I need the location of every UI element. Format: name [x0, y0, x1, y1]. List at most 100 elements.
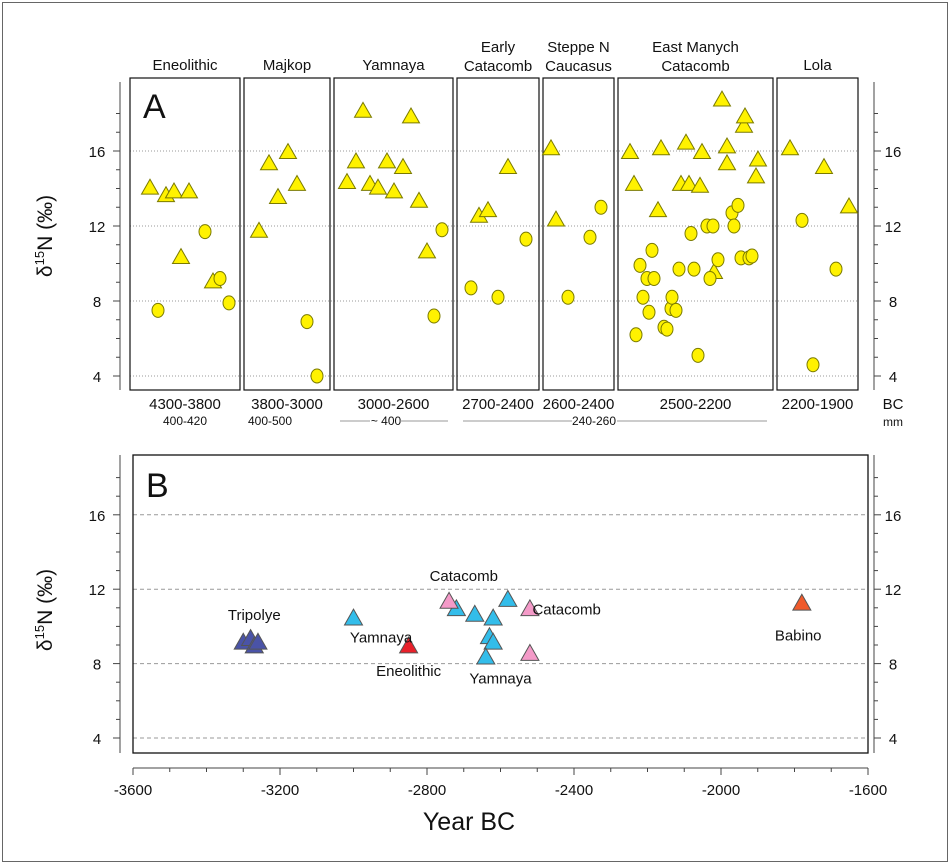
group-box	[456, 77, 540, 391]
data-triangle	[140, 178, 160, 195]
series-annotation: Catacomb	[430, 568, 498, 585]
series-annotation: Yamnaya	[469, 670, 532, 687]
y-tick-label-right: 12	[885, 582, 902, 599]
data-circle	[300, 314, 314, 330]
data-circle	[731, 197, 745, 213]
data-triangle	[287, 174, 307, 191]
data-circle	[310, 368, 324, 384]
data-triangle	[384, 181, 404, 199]
group-title: Caucasus	[545, 58, 612, 75]
group-title: Early	[481, 39, 516, 56]
group-title: East Manych	[652, 39, 739, 56]
data-triangle	[541, 138, 561, 156]
group-title: Catacomb	[661, 58, 729, 75]
data-circle	[642, 304, 656, 320]
data-triangle	[337, 172, 357, 190]
data-circle	[491, 289, 505, 305]
data-triangle	[498, 157, 518, 175]
y-tick-label: 16	[89, 508, 106, 525]
period-label: 2200-1900	[782, 396, 854, 413]
data-circle	[672, 261, 686, 277]
x-tick-label: -1600	[849, 782, 887, 799]
y-axis-label-a: δ15N (‰)	[32, 195, 57, 277]
x-tick-label: -2800	[408, 782, 446, 799]
size-range-label: 240-260	[572, 414, 616, 428]
y-axis-label-b: δ15N (‰)	[32, 569, 57, 651]
data-triangle	[249, 221, 269, 238]
data-circle	[703, 271, 717, 286]
size-unit-label: mm	[883, 415, 903, 429]
size-range-label: 400-420	[163, 414, 207, 428]
data-triangle-yamnaya	[343, 608, 364, 626]
data-circle	[691, 347, 705, 363]
data-triangle	[814, 157, 834, 175]
data-triangle	[259, 153, 279, 171]
group-box	[129, 77, 241, 391]
data-triangle-yamnaya	[483, 632, 504, 650]
data-triangle-eneolithic	[398, 636, 419, 654]
x-tick-label: -3200	[261, 782, 299, 799]
data-circle	[660, 321, 674, 337]
period-label: 3000-2600	[358, 396, 430, 413]
data-circle	[647, 271, 661, 286]
data-triangle	[712, 90, 732, 107]
series-annotation: Babino	[775, 628, 822, 645]
period-label: 2500-2200	[660, 396, 732, 413]
group-title: Yamnaya	[362, 57, 425, 74]
data-circle	[636, 289, 650, 305]
data-triangle	[171, 247, 191, 265]
group-box	[333, 77, 454, 391]
data-triangle	[353, 101, 373, 118]
data-triangle	[692, 142, 712, 160]
y-tick-label: 8	[93, 657, 101, 674]
data-circle	[745, 248, 759, 264]
data-triangle	[546, 210, 566, 227]
y-tick-label-right: 4	[889, 731, 897, 748]
data-triangle-yamnaya	[483, 608, 504, 626]
size-range-label: ~ 400	[371, 414, 402, 428]
data-circle	[727, 218, 741, 234]
data-triangle	[409, 191, 429, 208]
data-triangle-babino	[791, 593, 812, 611]
y-tick-label-right: 8	[889, 294, 897, 311]
data-triangle	[377, 151, 397, 169]
data-triangle	[179, 181, 199, 199]
data-triangle	[735, 106, 755, 124]
x-tick-label: -3600	[114, 782, 152, 799]
data-triangle	[748, 150, 768, 167]
data-circle	[594, 199, 608, 215]
data-circle	[629, 327, 643, 343]
series-annotation: Eneolithic	[376, 663, 442, 680]
data-circle	[687, 261, 701, 277]
data-triangle-catacomb	[520, 643, 540, 661]
data-circle	[645, 242, 659, 258]
x-tick-label: -2000	[702, 782, 740, 799]
period-label: 2700-2400	[462, 396, 534, 413]
group-title: Lola	[803, 57, 832, 74]
data-triangle	[839, 196, 859, 214]
group-title: Steppe N	[547, 39, 610, 56]
period-label: 3800-3000	[251, 396, 323, 413]
data-circle	[669, 302, 683, 318]
group-box	[542, 77, 615, 391]
data-triangle	[734, 116, 754, 133]
data-triangle-catacomb	[439, 591, 459, 609]
data-circle	[633, 257, 647, 273]
data-circle	[519, 231, 533, 247]
y-tick-label-right: 8	[889, 657, 897, 674]
data-triangle	[780, 138, 800, 156]
period-label: 2600-2400	[543, 396, 615, 413]
x-tick-label: -2400	[555, 782, 593, 799]
data-circle	[198, 224, 212, 240]
data-circle	[151, 302, 165, 318]
data-triangle	[624, 174, 644, 191]
group-box	[243, 77, 331, 391]
series-annotation: Catacomb	[532, 602, 600, 619]
data-triangle	[679, 174, 699, 191]
data-triangle	[278, 142, 298, 160]
data-circle	[583, 229, 597, 245]
data-triangle	[417, 241, 437, 259]
y-tick-label: 12	[89, 582, 106, 599]
data-circle	[464, 280, 478, 296]
y-tick-label: 16	[89, 144, 106, 161]
